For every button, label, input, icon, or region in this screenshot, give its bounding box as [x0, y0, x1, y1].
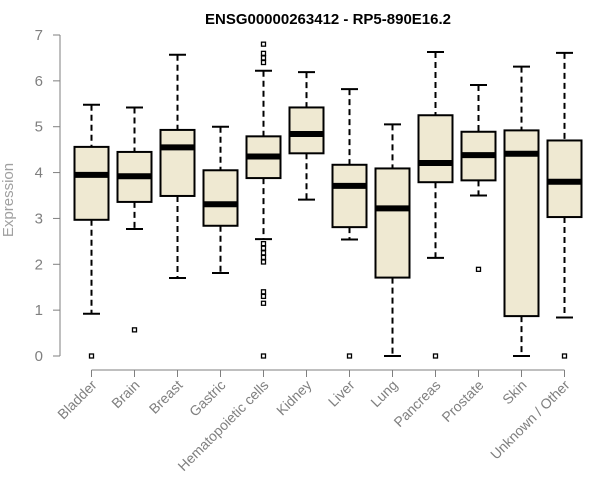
y-tick-label: 0 [35, 348, 43, 365]
iqr-box [374, 167, 411, 279]
y-axis: 0 1 2 3 4 5 6 7 [35, 27, 61, 365]
x-tick-label: Brain [108, 377, 142, 411]
outlier-point [260, 353, 267, 359]
box-kidney [288, 71, 325, 201]
outlier-point [260, 254, 267, 261]
iqr-box [503, 129, 540, 318]
box-prostate [460, 83, 497, 272]
box-lung [374, 123, 411, 357]
outlier-point [260, 293, 267, 300]
y-tick-label: 4 [35, 165, 43, 182]
iqr-box [331, 163, 368, 229]
box-gastric [202, 125, 239, 274]
x-tick-label: Skin [499, 377, 530, 408]
iqr-box [202, 169, 239, 227]
outlier-point [260, 250, 267, 256]
box-skin [503, 65, 540, 357]
y-tick-label: 5 [35, 119, 43, 136]
x-tick-label: Lung [367, 377, 400, 410]
box-bladder [73, 103, 110, 359]
box-unknown-other [546, 51, 583, 359]
outlier-point [88, 353, 95, 359]
iqr-box [417, 114, 454, 184]
outlier-point [561, 353, 568, 359]
x-tick-label: Bladder [54, 377, 100, 423]
box-hematopoietic-cells [245, 41, 282, 359]
outlier-point [260, 55, 267, 61]
outlier-point [260, 245, 267, 251]
x-tick-label: Pancreas [390, 377, 443, 430]
outlier-point [260, 50, 267, 56]
box-series [73, 41, 583, 359]
y-tick-label: 6 [35, 73, 43, 90]
iqr-box [159, 128, 196, 197]
y-tick-label: 2 [35, 256, 43, 273]
outlier-point [260, 289, 267, 295]
x-tick-label: Breast [146, 377, 186, 417]
x-tick-label: Unknown / Other [487, 377, 573, 463]
x-tick-label: Liver [325, 377, 358, 410]
chart-title: ENSG00000263412 - RP5-890E16.2 [205, 11, 451, 28]
outlier-point [131, 327, 138, 333]
outlier-point [346, 353, 353, 359]
box-pancreas [417, 50, 454, 359]
outlier-point [260, 240, 267, 247]
x-tick-label: Gastric [186, 377, 229, 420]
outlier-point [260, 41, 267, 47]
box-brain [116, 106, 153, 333]
y-tick-label: 7 [35, 27, 43, 44]
outlier-point [432, 353, 439, 359]
x-tick-label: Kidney [273, 377, 315, 419]
box-liver [331, 88, 368, 359]
iqr-box [288, 106, 325, 155]
box-breast [159, 53, 196, 280]
outlier-point [260, 259, 267, 265]
outlier-point [260, 300, 267, 306]
y-tick-label: 3 [35, 210, 43, 227]
outlier-point [475, 266, 482, 272]
y-axis-label: Expression [0, 163, 17, 237]
outlier-point [260, 59, 267, 66]
iqr-box [73, 145, 110, 221]
y-tick-label: 1 [35, 302, 43, 319]
x-tick-label: Prostate [438, 377, 486, 425]
